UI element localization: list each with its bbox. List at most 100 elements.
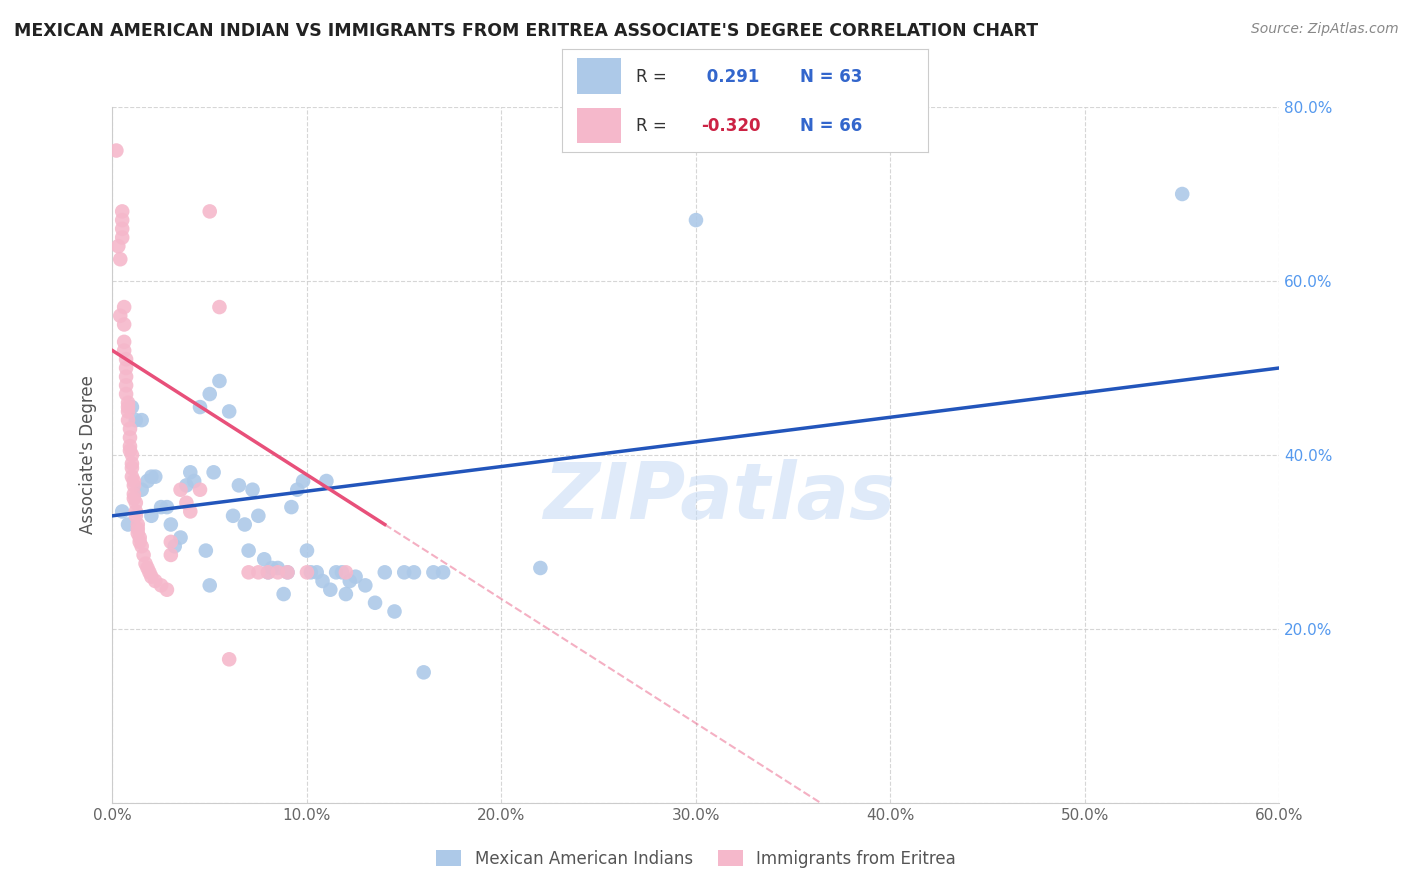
Point <box>117 517 139 532</box>
Point <box>233 517 256 532</box>
Point <box>202 466 225 480</box>
Point <box>335 587 357 601</box>
Point <box>141 570 163 584</box>
Point <box>176 496 198 510</box>
Point <box>121 461 143 475</box>
Point <box>194 543 217 558</box>
Text: MEXICAN AMERICAN INDIAN VS IMMIGRANTS FROM ERITREA ASSOCIATE'S DEGREE CORRELATIO: MEXICAN AMERICAN INDIAN VS IMMIGRANTS FR… <box>14 22 1038 40</box>
Point <box>238 543 260 558</box>
Point <box>112 300 135 314</box>
Point <box>115 360 138 375</box>
FancyBboxPatch shape <box>576 108 621 144</box>
Text: N = 63: N = 63 <box>800 68 862 86</box>
Point <box>117 400 139 414</box>
Text: Source: ZipAtlas.com: Source: ZipAtlas.com <box>1251 22 1399 37</box>
Point <box>131 539 153 553</box>
Text: ZIPatlas: ZIPatlas <box>543 458 896 534</box>
Point <box>247 508 270 523</box>
Point <box>169 531 191 545</box>
Point <box>208 300 231 314</box>
Point <box>111 504 134 518</box>
Point <box>115 387 138 401</box>
Point <box>325 566 347 580</box>
Point <box>299 566 322 580</box>
Point <box>354 578 377 592</box>
Point <box>143 469 166 483</box>
Point <box>111 204 134 219</box>
Point <box>176 478 198 492</box>
Point <box>105 144 128 158</box>
Point <box>257 566 280 580</box>
Point <box>292 474 315 488</box>
Point <box>311 574 333 588</box>
Point <box>319 582 342 597</box>
Point <box>330 566 353 580</box>
Point <box>198 578 221 592</box>
Point <box>111 230 134 244</box>
Point <box>135 557 157 571</box>
Legend: Mexican American Indians, Immigrants from Eritrea: Mexican American Indians, Immigrants fro… <box>429 843 963 874</box>
Point <box>188 400 211 414</box>
Point <box>118 422 141 436</box>
Point <box>374 566 396 580</box>
Text: 0.291: 0.291 <box>702 68 759 86</box>
Point <box>228 478 250 492</box>
Point <box>128 531 150 545</box>
Point <box>136 474 159 488</box>
Point <box>335 566 357 580</box>
Point <box>276 566 298 580</box>
Point <box>122 474 145 488</box>
FancyBboxPatch shape <box>576 58 621 95</box>
Point <box>111 221 134 235</box>
Point <box>132 548 155 562</box>
Point <box>198 387 221 401</box>
Point <box>111 213 134 227</box>
Point <box>422 566 444 580</box>
Point <box>280 500 302 514</box>
Point <box>160 517 183 532</box>
Text: N = 66: N = 66 <box>800 117 862 135</box>
Point <box>315 474 337 488</box>
Point <box>136 561 159 575</box>
Point <box>141 508 163 523</box>
Point <box>112 343 135 358</box>
Point <box>141 469 163 483</box>
Point <box>150 578 173 592</box>
Point <box>179 504 201 518</box>
Point <box>218 404 240 418</box>
Point <box>112 334 135 349</box>
Point <box>529 561 551 575</box>
Text: -0.320: -0.320 <box>702 117 761 135</box>
Text: R =: R = <box>636 117 666 135</box>
Point <box>128 534 150 549</box>
Point <box>156 582 179 597</box>
Point <box>131 483 153 497</box>
Point <box>115 352 138 367</box>
Point <box>117 396 139 410</box>
Point <box>156 500 179 514</box>
Point <box>1171 187 1194 202</box>
Point <box>143 574 166 588</box>
Point <box>115 378 138 392</box>
Text: R =: R = <box>636 68 666 86</box>
Point <box>125 496 148 510</box>
Point <box>125 413 148 427</box>
Point <box>344 570 367 584</box>
Point <box>295 543 318 558</box>
Point <box>273 587 295 601</box>
Point <box>218 652 240 666</box>
Point <box>276 566 298 580</box>
Point <box>247 566 270 580</box>
Point <box>118 443 141 458</box>
Point <box>179 466 201 480</box>
Point <box>685 213 707 227</box>
Point <box>121 469 143 483</box>
Point <box>160 534 183 549</box>
Point <box>339 574 361 588</box>
Point <box>121 457 143 471</box>
Point <box>138 566 160 580</box>
Point <box>392 566 416 580</box>
Y-axis label: Associate's Degree: Associate's Degree <box>79 376 97 534</box>
Point <box>127 526 149 541</box>
Point <box>238 566 260 580</box>
